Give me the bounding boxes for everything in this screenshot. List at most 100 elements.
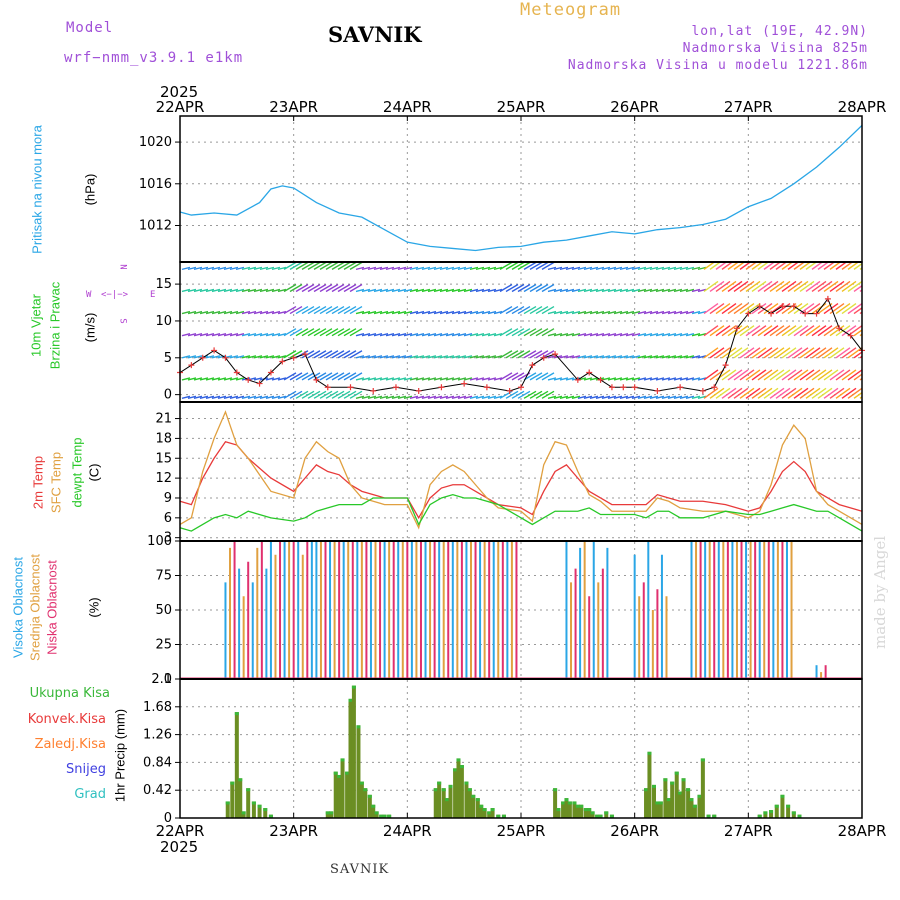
wind-barb: [559, 355, 569, 359]
precip-bar: [700, 758, 705, 818]
wind-barb: [841, 303, 857, 315]
wind-barb: [595, 266, 605, 271]
wind-barb: [349, 262, 363, 270]
precip-bar-top: [464, 781, 469, 785]
wind-barb: [829, 325, 845, 337]
wind-barb: [613, 288, 623, 293]
wind-barb: [349, 305, 363, 315]
precip-bar-top: [556, 808, 561, 812]
wind-barb: [493, 310, 503, 315]
wind-barb: [781, 387, 797, 399]
wind-barb: [271, 377, 281, 381]
wind-barb: [739, 325, 755, 337]
wind-barb: [619, 395, 629, 399]
wind-barb: [679, 310, 689, 315]
wind-barb: [709, 347, 725, 359]
wind-barb: [253, 310, 263, 315]
wind-barb: [445, 395, 455, 399]
wind-barb: [439, 333, 449, 337]
wind-gust-marker: [267, 369, 274, 376]
wind-barb: [409, 266, 419, 271]
wind-barb: [451, 266, 461, 271]
wind-barb: [271, 266, 281, 271]
wind-barb: [343, 262, 357, 270]
wind-barb: [775, 347, 791, 359]
wind-barb: [613, 395, 623, 399]
wind-barb: [199, 377, 209, 381]
wind-barb: [643, 288, 653, 293]
wind-barb: [505, 283, 519, 293]
wind-barb: [535, 262, 549, 270]
wind-barb: [235, 288, 245, 293]
wind-barb: [421, 355, 431, 359]
precip-bar: [556, 808, 561, 818]
wind-barb: [415, 310, 425, 315]
wind-barb: [727, 280, 743, 293]
precip-bar-top: [501, 814, 506, 818]
wind-barb: [343, 305, 357, 315]
wind-barb: [445, 310, 455, 315]
wind-barb: [511, 283, 525, 293]
wind-barb: [763, 387, 779, 399]
wind-barb: [811, 387, 827, 399]
wind-barb: [805, 303, 821, 315]
precip-bar: [583, 808, 588, 818]
y-tick-label: 1.26: [143, 728, 172, 743]
wind-gust-marker: [518, 384, 524, 391]
wind-gust-marker: [620, 384, 627, 391]
precip-bar-top: [686, 788, 691, 792]
wind-barb: [661, 333, 671, 337]
wind-barb: [685, 395, 695, 399]
precip-bar-top: [692, 804, 697, 808]
wind-barb: [367, 333, 377, 337]
wind-barb: [745, 325, 761, 337]
precip-bar: [780, 794, 785, 818]
wind-gust-marker: [279, 358, 286, 365]
wind-barb: [427, 288, 437, 293]
wind-barb: [595, 288, 605, 293]
precip-bar-top: [456, 758, 461, 762]
wind-barb: [721, 325, 737, 337]
wind-gust-marker: [313, 376, 320, 383]
precip-bar-top: [359, 781, 364, 785]
wind-barb: [223, 266, 233, 271]
wind-barb: [463, 288, 473, 293]
precip-bar-top: [448, 784, 453, 788]
precip-bar-top: [655, 801, 660, 805]
wind-barb: [391, 355, 401, 359]
precip-bar: [464, 781, 469, 818]
wind-barb: [397, 310, 407, 315]
wind-barb: [337, 390, 351, 399]
wind-barb: [439, 355, 449, 359]
wind-gust-marker: [654, 387, 661, 394]
wind-barb: [625, 266, 635, 271]
wind-barb: [421, 377, 431, 381]
wind-barb: [517, 350, 531, 359]
precip-bar: [561, 801, 566, 818]
wind-barb: [343, 390, 357, 399]
precip-bar-top: [363, 788, 368, 792]
wind-barb: [757, 387, 773, 399]
wind-barb: [415, 377, 425, 381]
wind-barb: [535, 372, 549, 381]
precip-bar: [371, 804, 376, 818]
wind-barb: [241, 355, 251, 359]
precip-bar-top: [490, 808, 495, 812]
wind-barb: [307, 328, 321, 337]
wind-barb: [349, 372, 363, 381]
wind-barb: [607, 266, 617, 271]
y-tick-label: 10: [155, 314, 172, 329]
wind-barb: [481, 310, 491, 315]
wind-barb: [289, 372, 303, 381]
wind-barb: [475, 395, 485, 399]
wind-barb: [637, 395, 647, 399]
wind-barb: [703, 347, 719, 359]
precip-bar: [651, 784, 656, 818]
wind-barb: [319, 305, 333, 315]
wind-gust-marker: [733, 325, 740, 332]
wind-barb: [769, 303, 785, 315]
wind-compass: W <−|−> E N S: [86, 264, 166, 330]
x-tick-label-bottom: 26APR: [610, 822, 659, 840]
wind-barb: [439, 310, 449, 315]
wind-barb: [529, 328, 543, 337]
